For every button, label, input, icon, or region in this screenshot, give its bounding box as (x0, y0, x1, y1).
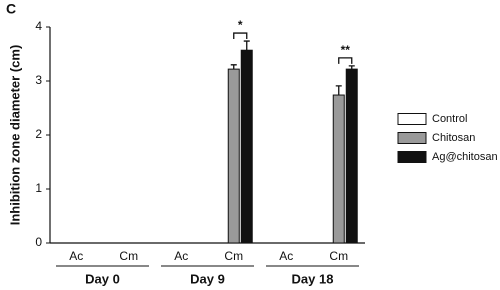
y-tick-label: 1 (35, 181, 42, 195)
x-tick-label: Cm (224, 249, 243, 263)
legend-label: Control (432, 113, 467, 125)
group-label: Day 9 (190, 271, 225, 286)
error-bar (230, 64, 237, 70)
y-tick-label: 0 (35, 235, 42, 249)
x-tick-label: Ac (279, 249, 293, 263)
significance-bracket (338, 57, 353, 64)
y-tick-label: 3 (35, 73, 42, 87)
group-label: Day 18 (292, 271, 334, 286)
y-axis-label: Inhibition zone diameter (cm) (7, 45, 22, 226)
error-bar (348, 65, 355, 70)
significance-label: * (238, 18, 243, 32)
legend-swatch (397, 151, 427, 163)
error-bar (335, 85, 342, 96)
legend-swatch (397, 113, 427, 125)
legend-swatch (397, 132, 427, 144)
x-tick-label: Ac (69, 249, 83, 263)
legend-label: Chitosan (432, 132, 475, 144)
significance-bracket (233, 32, 248, 40)
x-tick-label: Cm (329, 249, 348, 263)
panel-label: C (6, 1, 16, 17)
y-tick-label: 4 (35, 19, 42, 33)
bar (332, 94, 345, 244)
error-bar (243, 40, 250, 51)
x-tick-label: Cm (119, 249, 138, 263)
group-label: Day 0 (85, 271, 120, 286)
bar (345, 68, 358, 244)
legend-label: Ag@chitosan (432, 151, 498, 163)
bar (227, 68, 240, 244)
significance-label: ** (341, 43, 351, 57)
bar (240, 49, 253, 244)
x-tick-label: Ac (174, 249, 188, 263)
y-tick-label: 2 (35, 127, 42, 141)
